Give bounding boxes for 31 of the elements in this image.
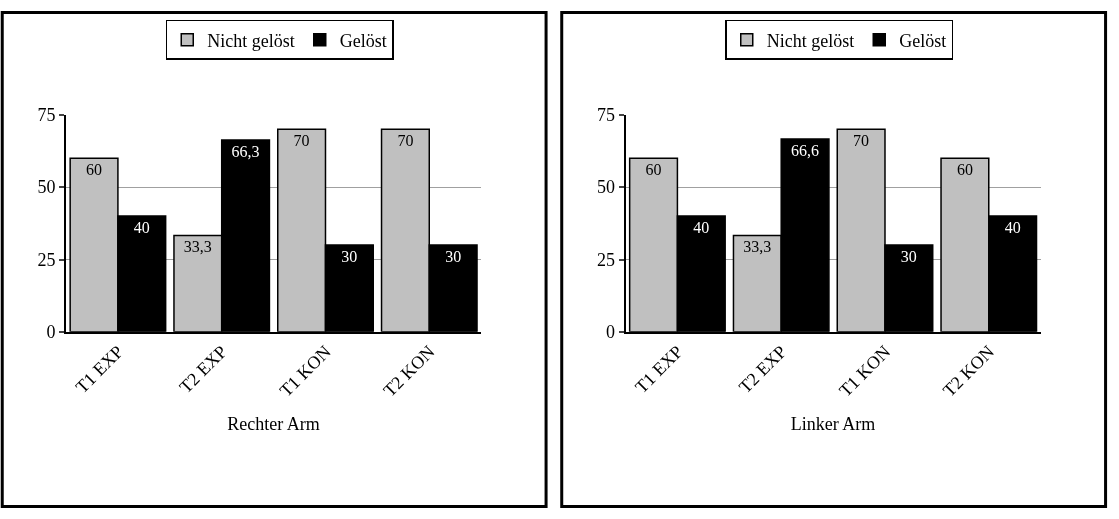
y-tick-label: 75 — [37, 105, 56, 126]
legend-label: Nicht gelöst — [207, 30, 295, 51]
y-tick-label: 25 — [596, 249, 615, 270]
data-label: 30 — [900, 248, 917, 266]
data-label: 60 — [645, 161, 662, 179]
data-label: 66,3 — [231, 142, 260, 160]
y-tick-label: 75 — [596, 105, 615, 126]
y-tick-label: 50 — [596, 177, 615, 198]
legend-label: Gelöst — [899, 30, 947, 51]
data-label: 30 — [445, 248, 462, 266]
x-tick-label: T2 EXP — [734, 341, 791, 398]
data-label: 40 — [133, 219, 150, 237]
data-label: 33,3 — [743, 238, 772, 256]
data-label: 70 — [853, 132, 870, 150]
data-label: 60 — [956, 161, 973, 179]
data-label: 70 — [293, 132, 310, 150]
data-label: 33,3 — [183, 238, 212, 256]
x-axis-title: Linker Arm — [790, 414, 876, 435]
data-label: 30 — [341, 248, 358, 266]
y-tick-label: 0 — [605, 322, 615, 343]
data-label: 70 — [397, 132, 414, 150]
data-label: 60 — [86, 161, 103, 179]
data-label: 66,6 — [791, 142, 820, 160]
data-label: 40 — [693, 219, 710, 237]
y-tick-label: 50 — [37, 177, 56, 198]
legend-label: Nicht gelöst — [766, 30, 855, 51]
y-tick-label: 0 — [46, 322, 56, 343]
y-tick-label: 25 — [37, 249, 56, 270]
data-label: 40 — [1004, 219, 1021, 237]
x-axis-title: Rechter Arm — [227, 414, 320, 435]
legend-label: Gelöst — [339, 30, 387, 51]
